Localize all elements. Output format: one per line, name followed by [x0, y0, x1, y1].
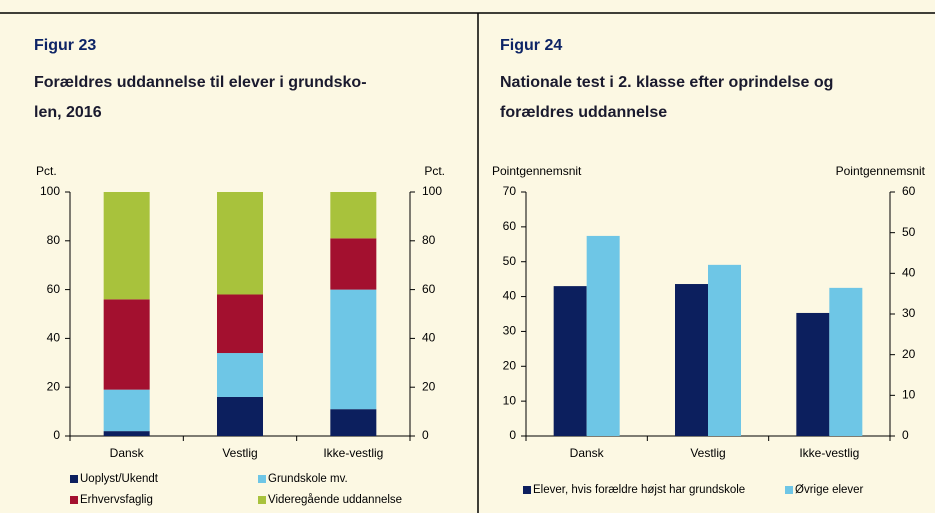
y2-tick-label: 40 [902, 266, 916, 280]
y-tick-label: 50 [503, 254, 517, 268]
y2-tick-label: 80 [422, 233, 436, 247]
bar-segment [217, 294, 263, 354]
x-tick-label: Vestlig [690, 446, 725, 460]
bar-segment [217, 192, 263, 295]
legend-label: Grundskole mv. [268, 473, 348, 485]
legend-swatch [70, 475, 78, 483]
legend-label: Erhvervsfaglig [80, 494, 153, 506]
y-tick-label: 60 [47, 282, 61, 296]
bar-segment [103, 389, 150, 432]
y2-tick-label: 100 [422, 184, 442, 198]
y-tick-label: 0 [53, 428, 60, 442]
y-tick-label: 60 [503, 219, 517, 233]
y-tick-label: 20 [47, 379, 61, 393]
y2-tick-label: 0 [902, 428, 909, 442]
chart-title: Nationale test i 2. klasse efter oprinde… [500, 74, 833, 91]
y-tick-label: 10 [503, 393, 517, 407]
y-tick-label: 0 [509, 428, 516, 442]
bar-segment [103, 299, 150, 390]
chart-title: len, 2016 [34, 104, 102, 121]
y2-tick-label: 20 [902, 347, 916, 361]
y2-tick-label: 30 [902, 306, 916, 320]
y2-tick-label: 10 [902, 388, 916, 402]
figure-label: Figur 23 [34, 37, 96, 54]
y2-tick-label: 20 [422, 379, 436, 393]
y2-tick-label: 0 [422, 428, 429, 442]
legend-swatch [258, 475, 266, 483]
bar-segment [217, 353, 263, 397]
y-tick-label: 40 [47, 331, 61, 345]
bar [796, 312, 830, 436]
x-tick-label: Dansk [570, 446, 605, 460]
bar-segment [103, 192, 150, 300]
bar-segment [330, 192, 377, 239]
y2-tick-label: 60 [902, 184, 916, 198]
y-tick-label: 70 [503, 184, 517, 198]
bar-segment [330, 289, 377, 410]
bar [708, 264, 741, 436]
y-tick-label: 100 [40, 184, 60, 198]
legend-swatch [258, 496, 266, 504]
legend-swatch [70, 496, 78, 504]
y-tick-label: 80 [47, 233, 61, 247]
y-tick-label: 30 [503, 324, 517, 338]
bar-segment [330, 409, 377, 436]
figure-label: Figur 24 [500, 37, 562, 54]
legend-label: Elever, hvis forældre højst har grundsko… [533, 484, 745, 496]
legend-swatch [785, 486, 793, 494]
chart-title: forældres uddannelse [500, 104, 667, 121]
legend-label: Uoplyst/Ukendt [80, 473, 159, 485]
y2-tick-label: 50 [902, 225, 916, 239]
legend-swatch [523, 486, 531, 494]
x-tick-label: Vestlig [222, 446, 257, 460]
y-tick-label: 40 [503, 289, 517, 303]
y2-axis-label: Pointgennemsnit [836, 164, 926, 178]
legend-label: Videregående uddannelse [268, 494, 402, 506]
y2-axis-label: Pct. [424, 164, 445, 178]
bar-segment [217, 396, 263, 436]
x-tick-label: Ikke-vestlig [799, 446, 859, 460]
bar-segment [330, 238, 377, 290]
bar-segment [103, 431, 150, 436]
bar [586, 235, 620, 436]
chart-title: Forældres uddannelse til elever i grunds… [34, 74, 367, 91]
y2-tick-label: 40 [422, 331, 436, 345]
y-axis-label: Pct. [36, 164, 57, 178]
bar [829, 287, 863, 436]
y2-tick-label: 60 [422, 282, 436, 296]
y-axis-label: Pointgennemsnit [492, 164, 582, 178]
x-tick-label: Ikke-vestlig [323, 446, 383, 460]
y-tick-label: 20 [503, 358, 517, 372]
x-tick-label: Dansk [110, 446, 145, 460]
bar [553, 286, 587, 436]
legend-label: Øvrige elever [795, 484, 864, 496]
bar [675, 284, 708, 436]
